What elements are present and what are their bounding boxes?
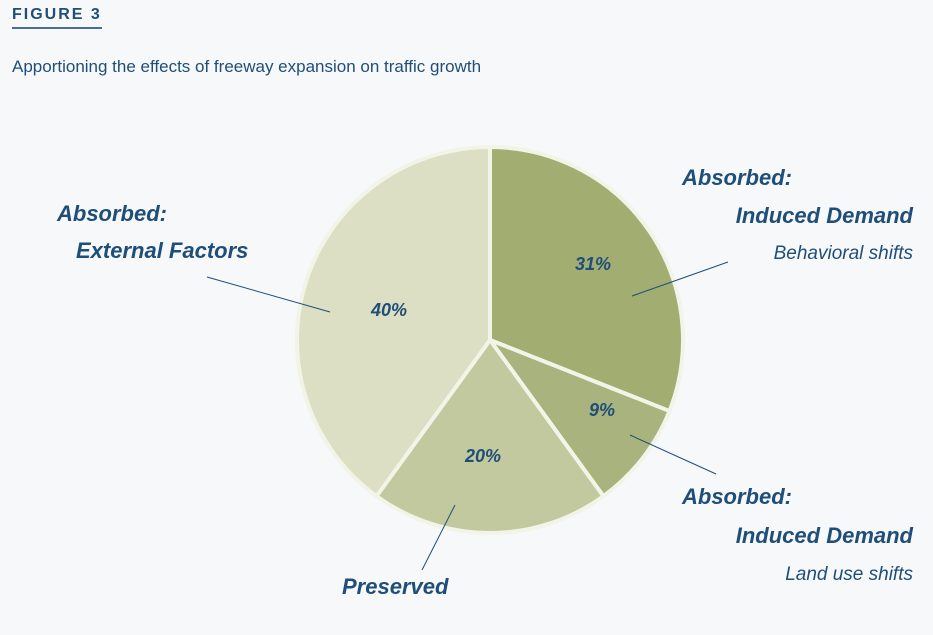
leader-line-external: [206, 276, 331, 313]
pie-slice: [488, 145, 685, 414]
label-external-line1: Absorbed:: [56, 201, 167, 226]
label-behavioral-line2: Induced Demand: [736, 203, 914, 228]
pie-slices: [295, 145, 685, 535]
label-external-line2: External Factors: [76, 238, 248, 263]
label-land-use-sub: Land use shifts: [785, 564, 913, 585]
slice-value-label: 20%: [464, 446, 501, 466]
slice-value-label: 40%: [370, 300, 407, 320]
pie-slice: [374, 338, 606, 535]
label-land-use-line1: Absorbed:: [681, 484, 792, 509]
label-behavioral-line1: Absorbed:: [681, 165, 792, 190]
slice-value-label: 9%: [589, 400, 615, 420]
figure-title: Apportioning the effects of freeway expa…: [12, 57, 482, 76]
leader-line-behavioral: [631, 261, 729, 297]
pie-slice: [488, 338, 672, 499]
figure-label: FIGURE 3: [12, 6, 102, 29]
label-preserved: Preserved: [342, 574, 449, 599]
slice-value-label: 31%: [575, 254, 611, 274]
pie-slice: [295, 145, 492, 499]
leader-line-land-use: [629, 434, 717, 475]
label-land-use-line2: Induced Demand: [736, 523, 914, 548]
leader-line-preserved: [421, 504, 456, 571]
label-behavioral-sub: Behavioral shifts: [774, 243, 914, 264]
slice-value-labels: 31% 9% 20% 40%: [370, 254, 615, 466]
